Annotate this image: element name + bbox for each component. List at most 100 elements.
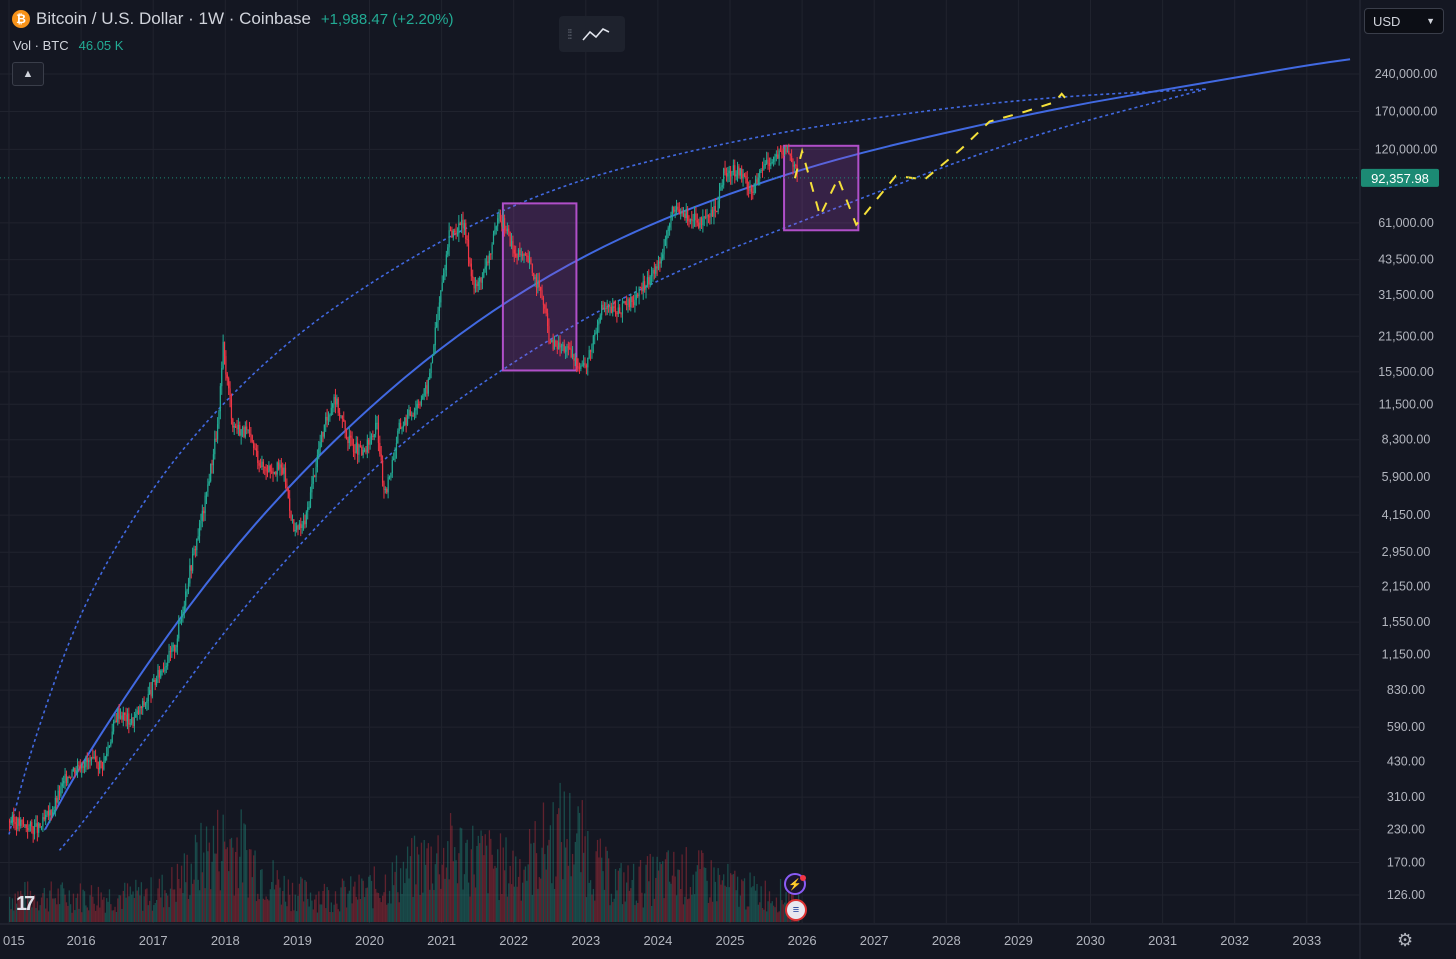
- candle-body: [71, 771, 73, 778]
- candle-body: [574, 358, 576, 361]
- candle-body: [465, 223, 467, 240]
- candle-body: [332, 403, 334, 408]
- settings-gear-icon[interactable]: ⚙: [1397, 930, 1414, 950]
- volume-bar: [398, 902, 400, 922]
- volume-bar: [664, 859, 667, 922]
- volume-bar: [461, 828, 463, 922]
- volume-bar: [207, 851, 209, 922]
- volume-bar: [612, 901, 614, 922]
- symbol-title[interactable]: Bitcoin / U.S. Dollar · 1W · Coinbase: [36, 9, 311, 28]
- candle-body: [638, 287, 640, 297]
- volume-bar: [193, 879, 195, 922]
- candle-body: [449, 230, 452, 232]
- candle-body: [623, 301, 625, 303]
- volume-bar: [183, 853, 186, 922]
- volume-bar: [42, 893, 44, 922]
- volume-bar: [173, 889, 176, 922]
- volume-bar: [175, 901, 177, 922]
- volume-bar: [132, 891, 134, 922]
- candle-body: [413, 410, 416, 416]
- volume-bar: [734, 870, 736, 922]
- candle-body: [74, 767, 76, 774]
- candle-body: [25, 824, 27, 829]
- volume-bar: [551, 883, 553, 922]
- volume-bar: [240, 809, 242, 922]
- candle-body: [341, 415, 343, 419]
- candle-body: [151, 681, 154, 697]
- candle-body: [627, 299, 629, 305]
- candle-body: [284, 467, 287, 485]
- volume-bar: [28, 899, 30, 922]
- volume-bar: [520, 900, 522, 922]
- candle-body: [621, 302, 624, 314]
- volume-bar: [162, 907, 165, 922]
- volume-bar: [479, 843, 481, 922]
- candle-body: [86, 758, 88, 763]
- volume-bar: [9, 896, 11, 922]
- candle-body: [563, 344, 565, 352]
- candle-body: [461, 219, 463, 225]
- drawing-toolbar[interactable]: ⁞⁞: [559, 16, 625, 52]
- volume-bar: [196, 842, 198, 922]
- candle-body: [11, 815, 13, 823]
- us-economic-event-icon[interactable]: ≡: [785, 899, 807, 921]
- candle-body: [308, 507, 310, 509]
- candle-body: [103, 760, 105, 770]
- candle-body: [165, 666, 167, 668]
- volume-bar: [96, 905, 98, 922]
- candle-body: [369, 436, 371, 445]
- volume-bar: [524, 866, 527, 922]
- candle-body: [375, 422, 377, 435]
- volume-bar: [118, 895, 120, 922]
- candle-body: [15, 824, 18, 830]
- volume-bar: [668, 881, 671, 922]
- candle-body: [291, 519, 294, 521]
- candle-body: [208, 481, 210, 485]
- drag-handle-icon[interactable]: ⁞⁞: [567, 26, 573, 42]
- trend-line-icon[interactable]: [581, 24, 611, 44]
- volume-bar: [110, 904, 112, 922]
- candle-body: [698, 222, 700, 228]
- collapse-legend-button[interactable]: ▲: [12, 62, 44, 86]
- volume-bar: [190, 863, 192, 922]
- volume-bar: [767, 901, 769, 922]
- candle-body: [546, 313, 549, 327]
- candle-body: [592, 335, 594, 345]
- candle-body: [53, 807, 55, 813]
- volume-bar: [243, 823, 245, 922]
- candle-body: [216, 424, 219, 440]
- volume-bar: [67, 905, 69, 922]
- currency-select[interactable]: USD ▼: [1364, 8, 1444, 34]
- volume-bar: [235, 851, 237, 922]
- volume-bar: [684, 896, 686, 922]
- candle-body: [750, 188, 752, 192]
- volume-bar: [619, 868, 621, 922]
- volume-bar: [667, 850, 669, 922]
- volume-bar: [404, 883, 406, 922]
- candle-body: [223, 341, 226, 357]
- volume-bar: [759, 902, 761, 922]
- candle-body: [718, 190, 721, 202]
- volume-bar: [472, 825, 474, 922]
- volume-bar: [777, 912, 779, 922]
- y-tick-label: 2,150.00: [1382, 580, 1431, 594]
- x-tick-label: 2023: [571, 933, 600, 948]
- candle-body: [106, 753, 108, 757]
- candle-body: [398, 422, 400, 431]
- volume-bar: [430, 846, 432, 922]
- volume-bar: [128, 896, 130, 922]
- volume-bar: [599, 838, 601, 922]
- volume-bar: [266, 899, 269, 922]
- volume-bar: [477, 835, 479, 922]
- candle-body: [488, 253, 490, 264]
- volume-bar: [265, 896, 267, 922]
- volume-bar: [754, 890, 757, 922]
- volume-bar: [610, 893, 613, 922]
- candle-body: [770, 162, 772, 166]
- candle-body: [280, 464, 282, 468]
- candle-body: [577, 366, 579, 368]
- volume-bar: [526, 880, 528, 922]
- candle-body: [786, 150, 789, 152]
- y-tick-label: 21,500.00: [1378, 329, 1434, 343]
